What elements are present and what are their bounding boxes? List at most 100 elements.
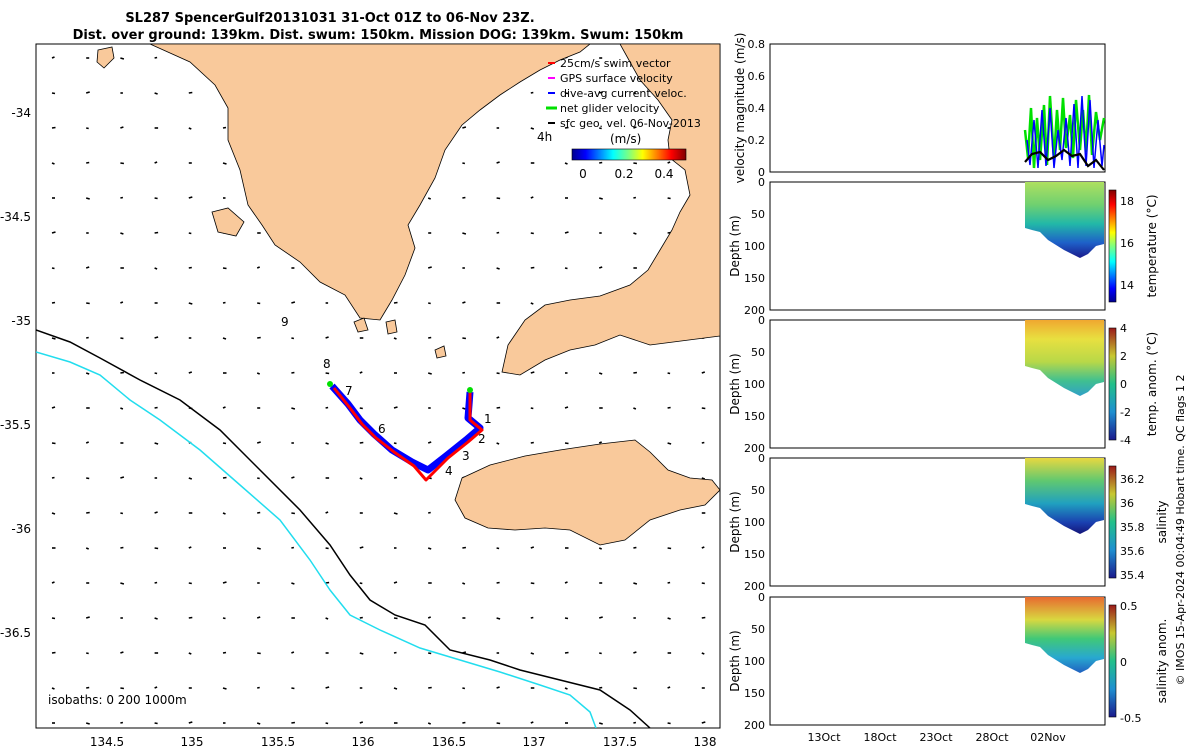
current-arrow xyxy=(427,197,431,200)
current-arrow xyxy=(633,651,637,654)
depth-tick: 0 xyxy=(758,314,765,327)
temp-anom-cbar-tick: 2 xyxy=(1120,350,1127,363)
current-arrow xyxy=(257,302,261,305)
current-arrow xyxy=(427,547,432,550)
current-arrow xyxy=(359,546,364,549)
current-arrow xyxy=(598,197,603,200)
current-arrow xyxy=(222,406,226,409)
colorbar-tick-labels: 18 16 14 4 2 0 -2 -4 36.2 36 35.8 35.6 3… xyxy=(1120,195,1145,725)
current-arrow xyxy=(154,267,158,270)
current-arrow xyxy=(598,441,602,444)
current-arrow xyxy=(222,267,227,270)
current-arrow xyxy=(530,196,534,199)
land-eyre-peninsula xyxy=(149,44,591,321)
current-arrow xyxy=(291,512,296,515)
track-day-label: 3 xyxy=(462,449,470,463)
current-arrow xyxy=(325,547,329,550)
legend-label: net glider velocity xyxy=(560,102,660,115)
series-sfc-geo-vel xyxy=(1024,148,1105,171)
temperature-section xyxy=(1025,182,1104,258)
depth-tick: 50 xyxy=(751,208,765,221)
temp-anom-cbar-tick: 0 xyxy=(1120,378,1127,391)
current-arrow xyxy=(154,442,159,445)
depth-tick: 200 xyxy=(744,719,765,732)
sal-anom-cbar-tick: 0.5 xyxy=(1120,600,1138,613)
current-arrow xyxy=(291,721,296,724)
salinity-colorbar xyxy=(1108,465,1117,579)
current-arrow xyxy=(154,722,158,725)
depth-tick: 0 xyxy=(758,176,765,189)
velocity-ytick: 0.8 xyxy=(748,38,766,51)
current-arrow xyxy=(120,126,124,129)
current-arrow xyxy=(393,581,398,584)
salinity-cbar-tick: 36 xyxy=(1120,497,1134,510)
current-arrow xyxy=(291,371,295,374)
current-arrow xyxy=(530,407,534,410)
current-arrow xyxy=(222,651,227,654)
track-start-marker xyxy=(467,387,473,393)
current-arrow xyxy=(120,721,124,724)
salinity-cbar-tick: 35.4 xyxy=(1120,569,1145,582)
current-arrow xyxy=(154,511,158,514)
current-arrow xyxy=(51,231,56,234)
date-tick: 02Nov xyxy=(1030,731,1066,744)
current-arrow xyxy=(85,266,90,269)
current-arrow xyxy=(222,687,227,690)
current-arrow xyxy=(325,442,329,445)
current-arrow xyxy=(120,651,124,654)
current-arrow xyxy=(256,266,260,269)
current-arrow xyxy=(154,581,158,584)
current-arrow xyxy=(530,232,534,235)
current-arrow xyxy=(257,477,260,480)
current-arrow xyxy=(462,126,467,129)
current-arrow xyxy=(325,581,330,584)
current-arrow xyxy=(701,582,705,585)
current-arrow xyxy=(51,651,56,654)
current-arrow xyxy=(393,617,398,620)
current-arrow xyxy=(86,302,90,305)
current-arrow xyxy=(222,617,226,620)
track-day-label: 6 xyxy=(378,422,386,436)
current-arrow xyxy=(564,651,569,654)
velocity-ytick: 0.2 xyxy=(748,134,766,147)
current-arrow xyxy=(598,547,602,550)
current-arrow xyxy=(633,687,638,690)
current-arrow xyxy=(427,722,431,725)
current-arrow xyxy=(393,301,398,304)
track-day-label: 1 xyxy=(484,412,492,426)
current-arrow xyxy=(188,546,192,549)
current-arrow xyxy=(564,442,569,445)
current-arrow xyxy=(393,337,397,340)
current-arrow xyxy=(154,547,159,550)
current-arrow xyxy=(530,302,534,305)
current-arrow xyxy=(530,91,534,94)
current-arrow xyxy=(564,126,569,129)
current-arrow xyxy=(496,442,500,445)
colorbar-tick: 0.2 xyxy=(614,167,633,181)
current-arrow xyxy=(427,266,432,269)
current-arrow xyxy=(633,162,638,165)
current-arrow xyxy=(120,301,124,304)
current-arrow xyxy=(325,372,330,375)
salinity-axes-frame xyxy=(769,457,1106,587)
land-small-island xyxy=(385,319,398,335)
track-day-label: 4 xyxy=(445,464,453,478)
depth-axis-ticks: 0 50 100 150 200 Depth (m) 0 50 100 150 200 Depth (… xyxy=(728,176,765,732)
depth-tick: 50 xyxy=(751,484,765,497)
current-arrow xyxy=(188,127,192,130)
current-arrow xyxy=(359,721,364,724)
temp-anom-colorbar xyxy=(1108,327,1117,441)
sal-anom-section xyxy=(1025,597,1104,673)
current-arrow xyxy=(530,546,535,549)
current-arrow xyxy=(222,337,227,340)
speed-colorbar xyxy=(571,148,687,161)
legend-label: sfc geo. vel. 06-Nov-2013 xyxy=(560,117,701,130)
current-arrow xyxy=(188,91,193,94)
current-arrow xyxy=(257,336,261,339)
velocity-ytick: 0.4 xyxy=(748,102,766,115)
current-arrow xyxy=(291,546,295,549)
depth-tick: 200 xyxy=(744,304,765,317)
current-arrow xyxy=(86,686,90,689)
current-arrow xyxy=(428,511,431,514)
depth-tick: 100 xyxy=(744,516,765,529)
